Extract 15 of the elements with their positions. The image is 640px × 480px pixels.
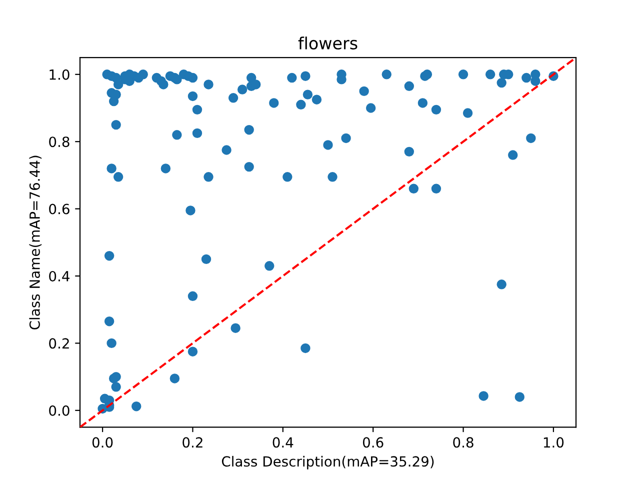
y-tick-label: 0.2 — [49, 338, 69, 349]
x-tick-label: 0.6 — [362, 437, 384, 448]
x-tick-label: 0.8 — [453, 437, 474, 448]
x-tick-label: 1.0 — [544, 437, 564, 448]
x-tick-label: 0.0 — [92, 437, 113, 448]
x-tick-label: 0.2 — [182, 437, 202, 448]
y-axis-title: Class Name(mAP=76.44) — [29, 156, 42, 330]
y-tick-label: 0.4 — [49, 270, 70, 282]
y-tick-label: 0.0 — [49, 405, 70, 416]
chart-title: flowers — [298, 36, 358, 50]
y-tick-label: 0.6 — [49, 204, 70, 214]
y-tick-label: 0.8 — [49, 136, 70, 148]
x-tick-label: 0.4 — [272, 437, 294, 448]
x-axis-title: Class Description(mAP=35.29) — [222, 456, 434, 470]
y-tick-label: 1.0 — [50, 69, 70, 80]
